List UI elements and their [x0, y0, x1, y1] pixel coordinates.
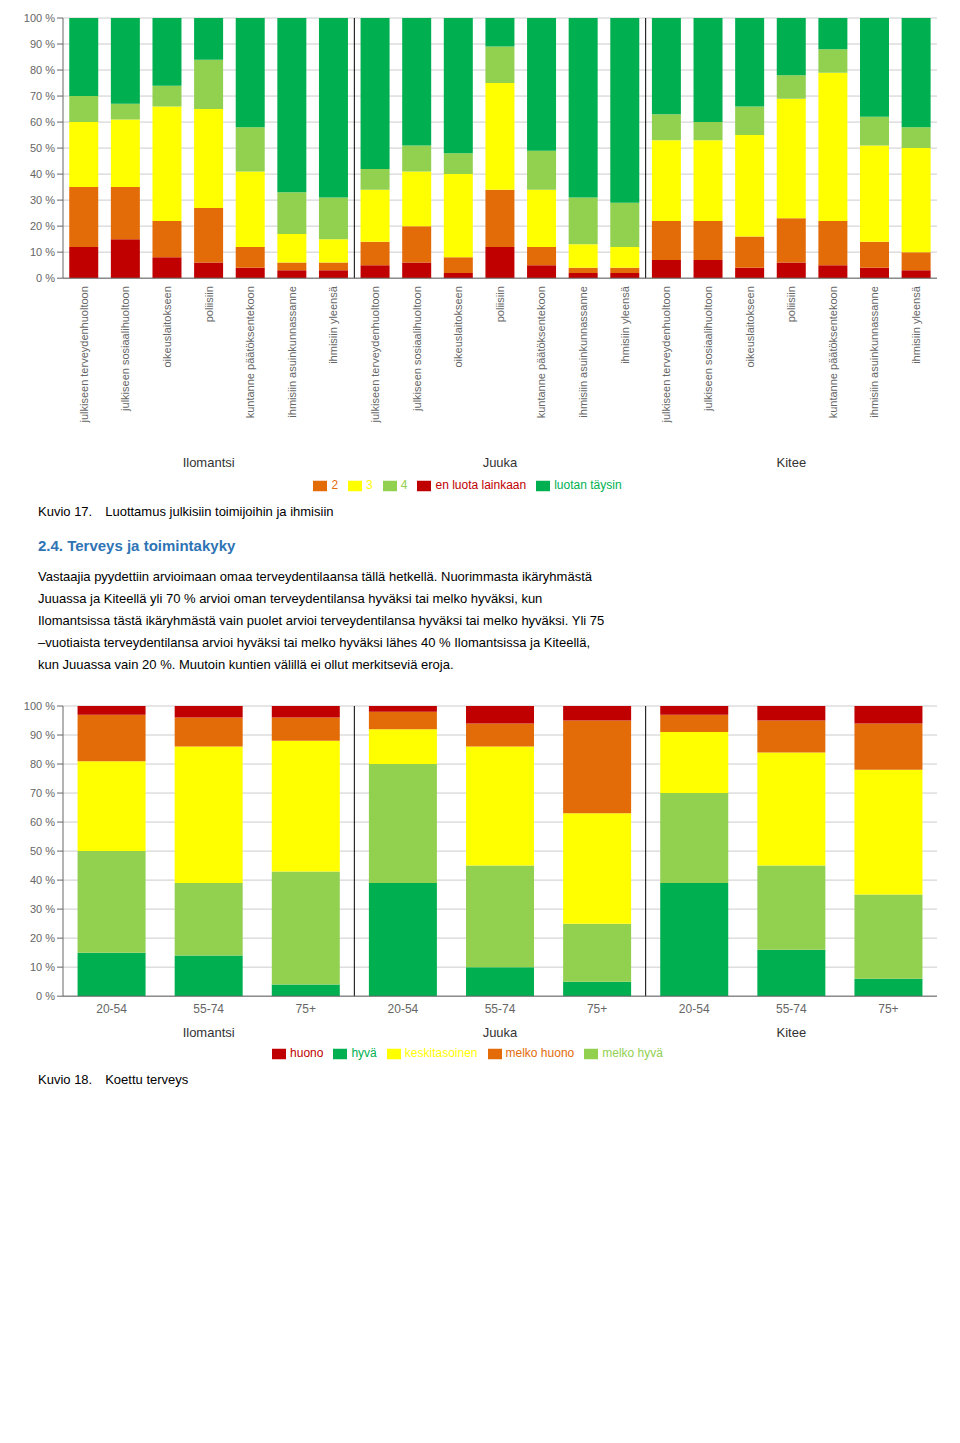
- html-text:4: 4: [400, 478, 408, 493]
- svg-text:ihmisiin yleensä: ihmisiin yleensä: [619, 285, 631, 364]
- svg-text:poliisiin: poliisiin: [785, 286, 797, 322]
- svg-text:20 %: 20 %: [30, 220, 55, 232]
- html-text:luotan täysin: luotan täysin: [554, 478, 622, 493]
- html-text:2: 2: [331, 478, 339, 493]
- svg-text:30 %: 30 %: [30, 903, 55, 915]
- svg-text:Juuka: Juuka: [483, 455, 518, 470]
- svg-text:Ilomantsi: Ilomantsi: [183, 1025, 235, 1040]
- html-text:Juuassa ja Kiteellä yli 70 % a: Juuassa ja Kiteellä yli 70 % arvioi oman…: [38, 591, 543, 606]
- html-text:Vastaajia pyydettiin arvioimaa: Vastaajia pyydettiin arvioimaan omaa ter…: [38, 569, 592, 584]
- svg-text:ihmisiin yleensä: ihmisiin yleensä: [910, 285, 922, 364]
- html-text:2.4. Terveys ja toimintakyky: 2.4. Terveys ja toimintakyky: [38, 537, 236, 554]
- svg-text:kuntanne päätöksentekoon: kuntanne päätöksentekoon: [244, 286, 256, 418]
- svg-text:55-74: 55-74: [193, 1002, 224, 1016]
- svg-text:20 %: 20 %: [30, 932, 55, 944]
- html-text:hyvä: hyvä: [351, 1046, 377, 1061]
- svg-text:60 %: 60 %: [30, 116, 55, 128]
- svg-text:10 %: 10 %: [30, 246, 55, 258]
- svg-text:oikeuslaitokseen: oikeuslaitokseen: [744, 286, 756, 367]
- svg-text:julkiseen terveydenhuoltoon: julkiseen terveydenhuoltoon: [78, 286, 90, 423]
- svg-text:oikeuslaitokseen: oikeuslaitokseen: [161, 286, 173, 367]
- svg-text:poliisiin: poliisiin: [203, 286, 215, 322]
- svg-text:ihmisiin asuinkunnassanne: ihmisiin asuinkunnassanne: [286, 286, 298, 417]
- svg-text:50 %: 50 %: [30, 142, 55, 154]
- svg-text:julkiseen terveydenhuoltoon: julkiseen terveydenhuoltoon: [369, 286, 381, 423]
- svg-text:oikeuslaitokseen: oikeuslaitokseen: [452, 286, 464, 367]
- svg-text:20-54: 20-54: [96, 1002, 127, 1016]
- svg-text:Juuka: Juuka: [483, 1025, 518, 1040]
- svg-text:kuntanne päätöksentekoon: kuntanne päätöksentekoon: [535, 286, 547, 418]
- svg-text:60 %: 60 %: [30, 816, 55, 828]
- html-text:–vuotiaista terveydentilansa a: –vuotiaista terveydentilansa arvioi hyvä…: [38, 635, 590, 650]
- svg-text:julkiseen sosiaalihuoltoon: julkiseen sosiaalihuoltoon: [119, 286, 131, 412]
- html-text:3: 3: [366, 478, 373, 493]
- svg-text:75+: 75+: [587, 1002, 607, 1016]
- svg-text:ihmisiin asuinkunnassanne: ihmisiin asuinkunnassanne: [868, 286, 880, 417]
- html-text:melko huono: melko huono: [505, 1046, 575, 1061]
- html-text:huono: huono: [290, 1046, 324, 1061]
- svg-text:50 %: 50 %: [30, 845, 55, 857]
- svg-text:0 %: 0 %: [36, 990, 55, 1002]
- html-text:keskitasoinen: keskitasoinen: [404, 1046, 478, 1061]
- svg-text:poliisiin: poliisiin: [494, 286, 506, 322]
- html-text:melko hyvä: melko hyvä: [602, 1046, 663, 1061]
- svg-text:70 %: 70 %: [30, 787, 55, 799]
- svg-text:julkiseen sosiaalihuoltoon: julkiseen sosiaalihuoltoon: [411, 286, 423, 412]
- html-text:kun Juuassa vain 20 %. Muutoin: kun Juuassa vain 20 %. Muutoin kuntien v…: [38, 657, 454, 672]
- svg-text:Ilomantsi: Ilomantsi: [183, 455, 235, 470]
- html-text:Kuvio 18. Koettu terveys: Kuvio 18. Koettu terveys: [38, 1072, 189, 1087]
- svg-text:Kitee: Kitee: [777, 1025, 807, 1040]
- svg-text:100 %: 100 %: [24, 12, 55, 24]
- svg-text:40 %: 40 %: [30, 874, 55, 886]
- svg-text:40 %: 40 %: [30, 168, 55, 180]
- svg-text:75+: 75+: [878, 1002, 898, 1016]
- svg-text:20-54: 20-54: [388, 1002, 419, 1016]
- html-text:en luota lainkaan: en luota lainkaan: [435, 478, 527, 493]
- svg-text:75+: 75+: [296, 1002, 316, 1016]
- svg-text:30 %: 30 %: [30, 194, 55, 206]
- svg-text:Kitee: Kitee: [777, 455, 807, 470]
- svg-text:kuntanne päätöksentekoon: kuntanne päätöksentekoon: [827, 286, 839, 418]
- html-text:Kuvio 17. Luottamus julkisiin: Kuvio 17. Luottamus julkisiin toimijoihi…: [38, 504, 334, 519]
- svg-text:80 %: 80 %: [30, 64, 55, 76]
- svg-text:ihmisiin yleensä: ihmisiin yleensä: [327, 285, 339, 364]
- svg-text:80 %: 80 %: [30, 758, 55, 770]
- svg-text:0 %: 0 %: [36, 272, 55, 284]
- svg-text:100 %: 100 %: [24, 700, 55, 712]
- svg-text:julkiseen terveydenhuoltoon: julkiseen terveydenhuoltoon: [660, 286, 672, 423]
- svg-text:55-74: 55-74: [485, 1002, 516, 1016]
- svg-text:70 %: 70 %: [30, 90, 55, 102]
- svg-text:55-74: 55-74: [776, 1002, 807, 1016]
- svg-text:90 %: 90 %: [30, 729, 55, 741]
- svg-text:julkiseen sosiaalihuoltoon: julkiseen sosiaalihuoltoon: [702, 286, 714, 412]
- svg-text:20-54: 20-54: [679, 1002, 710, 1016]
- svg-text:90 %: 90 %: [30, 38, 55, 50]
- svg-text:10 %: 10 %: [30, 961, 55, 973]
- html-text:Ilomantsissa tästä ikäryhmästä: Ilomantsissa tästä ikäryhmästä vain puol…: [38, 613, 605, 628]
- svg-text:ihmisiin asuinkunnassanne: ihmisiin asuinkunnassanne: [577, 286, 589, 417]
